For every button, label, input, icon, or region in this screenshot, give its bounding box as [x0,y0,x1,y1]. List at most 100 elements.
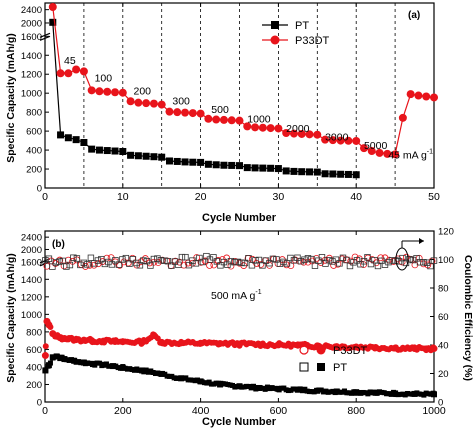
data-point-p33dt [328,136,337,145]
panel-b-x-tick-label: 800 [347,405,365,417]
data-point-pt-ce [283,260,291,267]
data-point-pt-capacity [431,391,437,398]
panel-a-axes: 0 10 20 30 40 5002004006008001000120014001600… [21,3,440,203]
panel-a-y-tick-label: 1600 [21,32,42,43]
data-point-p33dt-capacity [430,345,438,353]
data-point-p33dt-ce [150,258,158,266]
rate-label: 100 [95,72,113,84]
data-point-pt-ce [73,255,81,262]
panel-a-x-tick-label: 10 [117,191,129,203]
data-point-p33dt [367,147,376,156]
data-point-pt-ce [49,263,56,270]
data-point-pt-ce [371,256,378,264]
data-point-pt-capacity [255,384,262,391]
data-point-pt [158,153,166,161]
data-point-pt-ce [154,255,161,262]
data-point-pt [321,170,329,178]
panel-b-x-tick-label: 200 [114,405,132,417]
data-point-p33dt-capacity [294,341,302,349]
data-point-pt-ce [133,259,140,267]
data-point-pt-ce [273,256,280,263]
data-point-pt [173,157,181,165]
rate-label: 3000 [325,132,349,144]
panel-a-ylabel: Specific Capacity (mAh/g) [5,33,17,163]
data-point-p33dt [398,113,407,122]
data-point-p33dt [64,69,73,78]
data-point-pt-ce [392,257,399,264]
data-point-p33dt-capacity [88,337,96,345]
data-point-p33dt [430,93,438,102]
data-point-pt-ce [140,257,147,264]
panel-b-y2-tick-label: 40 [438,341,449,352]
data-point-pt [103,147,111,155]
data-point-pt-ce [136,262,144,269]
data-point-pt-ce [259,262,266,269]
data-point-pt-capacity [61,356,68,363]
data-point-pt-ce [56,258,63,265]
data-point-pt-ce [231,258,238,266]
panel-b-y2-tick-label: 0 [438,398,443,409]
panel-a-y-tick-label: 0 [37,184,42,195]
data-point-pt-ce [360,258,368,265]
data-point-p33dt [375,148,384,157]
panel-a-x-tick-label: 30 [273,191,285,203]
data-point-p33dt [56,69,65,78]
legend-p33dt-marker [270,35,280,45]
data-point-pt-ce [350,259,357,266]
data-point-pt-ce [427,262,434,270]
data-point-p33dt [126,97,135,106]
data-point-p33dt-capacity [111,338,119,346]
data-point-pt-ce [406,256,413,263]
data-point-p33dt-ce [227,262,235,270]
data-point-p33dt [422,92,431,101]
data-point-pt-ce [315,257,322,264]
data-point-pt-ce [269,255,277,263]
panel-b-x-tick-label: 0 [42,405,48,417]
data-point-pt-ce [353,257,361,264]
panel-b-series [41,252,438,398]
data-point-pt-ce [122,254,130,262]
rate-label: 1000 [247,114,271,126]
data-point-pt-ce [87,254,95,262]
data-point-pt-ce [63,263,70,270]
data-point-p33dt [165,107,174,116]
data-point-pt-ce [304,255,312,262]
data-point-pt-ce [343,256,350,264]
panel-b-y-tick-label: 1600 [21,257,42,268]
data-point-pt-capacity [353,389,360,396]
data-point-pt-capacity [392,390,399,397]
data-point-pt [274,165,282,173]
data-point-pt-ce [196,254,203,262]
data-point-pt-ce [385,258,392,266]
data-point-pt-ce [388,257,396,264]
data-point-pt-ce [378,257,385,265]
data-point-p33dt-ce [82,263,89,270]
panel-b-axes: 0 200 400 600 800 100002004006008001000120014… [21,227,454,418]
data-point-pt-ce [325,257,333,264]
panel-b-y-tick-label: 1000 [21,310,42,321]
data-point-pt-ce [339,254,347,262]
data-point-pt-ce [115,261,123,268]
data-point-pt-capacity [275,385,282,392]
data-point-pt [64,134,72,142]
panel-a-xlabel: Cycle Number [202,212,277,224]
data-point-pt-ce [248,262,256,269]
data-point-p33dt [227,116,236,125]
data-point-pt-ce [399,254,406,262]
ce-axis-indicator [395,238,424,271]
data-point-pt-ce [171,258,179,265]
data-point-p33dt [142,99,151,108]
data-point-pt-ce [402,259,410,267]
data-point-p33dt-capacity [274,341,282,349]
data-point-pt-ce [217,262,224,269]
data-point-pt-ce [409,256,417,264]
data-point-pt-ce [346,262,354,270]
data-point-pt [204,160,212,168]
arrow-right-icon [419,238,424,244]
data-point-pt-capacity [71,357,78,364]
data-point-pt [119,147,127,155]
data-point-pt-ce [129,256,137,263]
data-point-p33dt [79,67,88,76]
data-point-p33dt [258,123,267,132]
data-point-pt-capacity [158,370,165,377]
